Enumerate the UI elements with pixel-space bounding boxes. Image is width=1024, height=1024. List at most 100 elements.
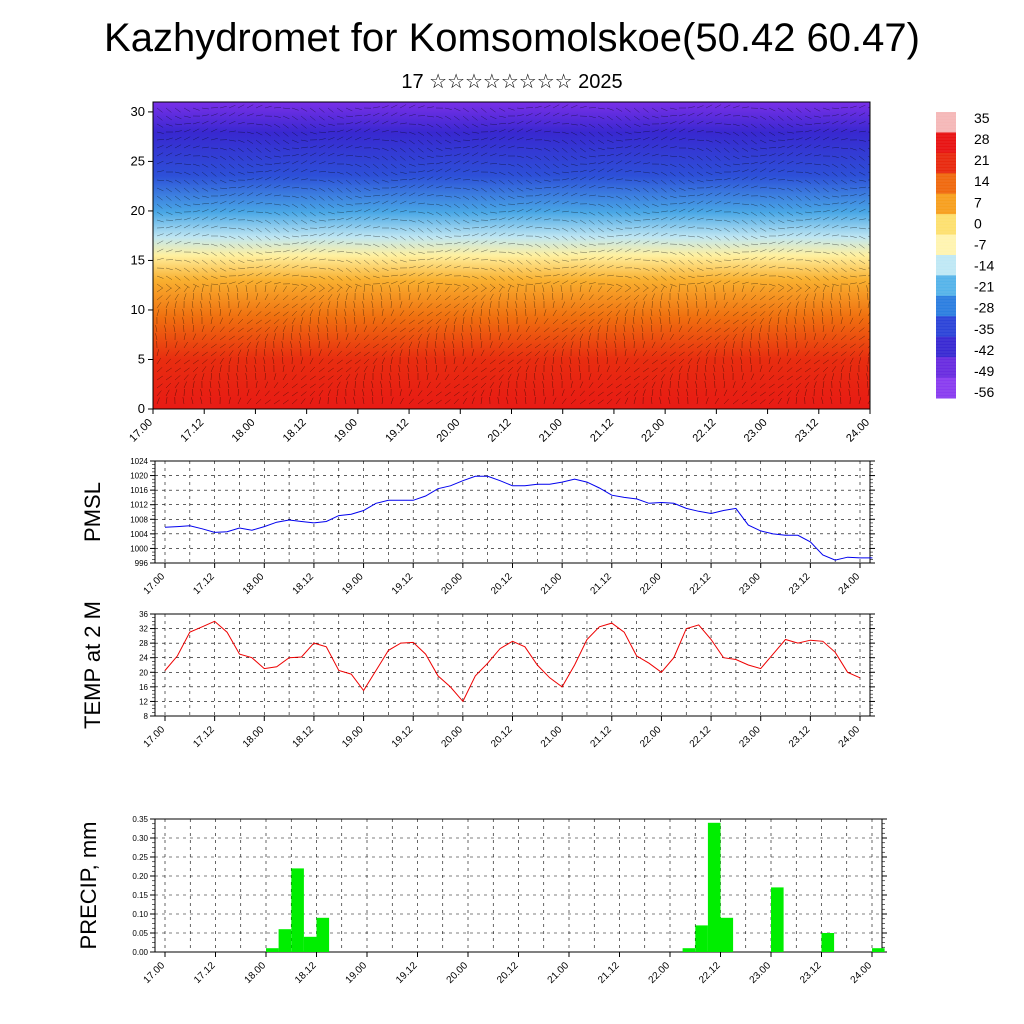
wind-barb [255, 341, 259, 349]
wind-barb [453, 123, 460, 129]
wind-barb [498, 241, 506, 245]
wind-barb [849, 105, 857, 109]
wind-barb [831, 325, 835, 333]
wind-barb [363, 251, 371, 256]
wind-barb [417, 251, 425, 254]
wind-barb [849, 282, 857, 285]
wind-barb [723, 184, 731, 189]
wind-barb [255, 177, 263, 181]
wind-barb [345, 179, 352, 185]
wind-barb [777, 169, 785, 173]
wind-barb [750, 161, 758, 165]
wind-barb [300, 160, 308, 165]
x-tick-label: 23.00 [742, 417, 770, 445]
wind-barb [327, 249, 335, 253]
wind-barb [156, 123, 164, 128]
wind-barb [804, 389, 807, 397]
wind-barb [399, 104, 407, 109]
wind-barb [362, 301, 365, 309]
wind-barb [651, 217, 659, 221]
wind-barb [291, 203, 299, 208]
wind-barb [633, 131, 642, 133]
wind-barb [714, 185, 722, 189]
wind-barb [201, 275, 209, 280]
wind-barb [516, 120, 524, 125]
wind-barb [246, 139, 254, 144]
wind-barb [353, 309, 356, 317]
wind-barb [408, 139, 415, 145]
wind-barb [696, 155, 703, 161]
wind-barb [480, 349, 485, 357]
wind-barb [822, 121, 830, 125]
wind-barb [398, 285, 401, 293]
wind-barb [597, 256, 605, 261]
wind-barb [795, 249, 803, 253]
wind-barb [777, 240, 785, 245]
wind-barb [867, 389, 870, 397]
wind-barb [183, 359, 190, 365]
wind-barb [660, 300, 662, 309]
wind-barb [453, 348, 455, 357]
wind-barb [390, 192, 398, 197]
wind-barb [201, 163, 209, 168]
wind-barb [858, 218, 866, 221]
wind-barb [516, 128, 524, 133]
wind-barb [741, 131, 748, 137]
wind-barb [291, 131, 298, 137]
wind-barb [759, 311, 766, 317]
wind-barb [570, 114, 578, 117]
wind-barb [309, 169, 317, 173]
wind-barb [471, 358, 477, 365]
wind-barb [867, 155, 870, 158]
wind-barb [507, 243, 516, 245]
wind-barb [336, 179, 343, 185]
wind-barb [435, 399, 442, 405]
wind-barb [390, 318, 396, 325]
wind-barb [255, 211, 264, 213]
wind-barb [237, 397, 242, 405]
wind-barb [588, 303, 595, 309]
wind-barb [372, 335, 379, 341]
wind-barb [498, 351, 505, 357]
wind-barb [399, 235, 406, 241]
wind-barb [344, 397, 347, 405]
y-tick-label: 0.30 [132, 834, 148, 843]
wind-barb [282, 123, 289, 129]
wind-barb [480, 375, 487, 381]
wind-barb [399, 200, 407, 205]
wind-barb [651, 286, 657, 293]
wind-barb [426, 227, 433, 233]
wind-barb [624, 211, 631, 217]
wind-barb [695, 285, 698, 293]
wind-barb [858, 267, 866, 271]
wind-barb [777, 317, 780, 325]
wind-barb [516, 373, 520, 381]
wind-barb [705, 155, 712, 161]
wind-barb [309, 357, 314, 365]
wind-barb [426, 155, 434, 159]
wind-barb [543, 335, 550, 341]
wind-barb [426, 184, 434, 189]
wind-barb [759, 365, 763, 373]
wind-barb [156, 187, 164, 192]
wind-barb [453, 153, 461, 157]
wind-barb [524, 301, 527, 309]
wind-barb [507, 224, 515, 229]
wind-barb [453, 295, 460, 301]
wind-barb [597, 147, 605, 151]
wind-barb [651, 293, 655, 301]
wind-barb [372, 120, 380, 125]
wind-barb [156, 367, 163, 373]
wind-barb [813, 232, 821, 237]
wind-barb [822, 128, 830, 133]
wind-barb [803, 325, 806, 333]
wind-barb [363, 128, 371, 133]
wind-barb [839, 389, 842, 397]
wind-barb [300, 203, 307, 209]
wind-barb [489, 218, 497, 221]
wind-barb [795, 397, 798, 405]
wind-barb [183, 224, 191, 229]
wind-barb [354, 224, 362, 229]
wind-barb [750, 325, 755, 333]
wind-barb [759, 383, 766, 389]
